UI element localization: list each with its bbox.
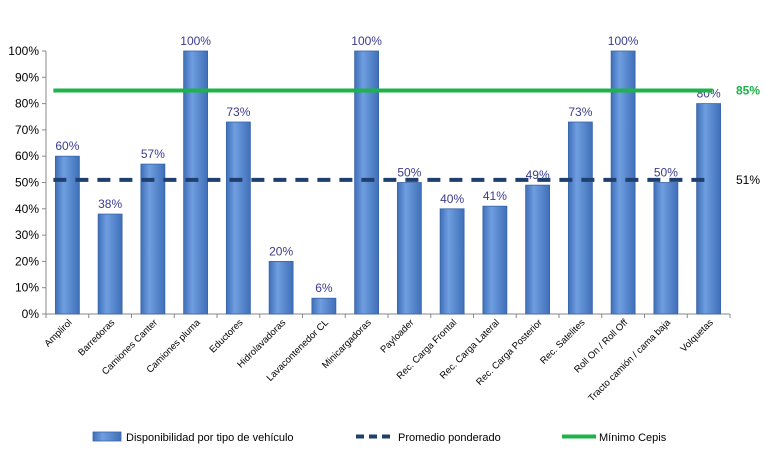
- bar-value-label: 100%: [180, 34, 211, 48]
- x-tick-label: Volquetas: [678, 317, 715, 354]
- bar-value-label: 6%: [315, 281, 333, 295]
- bar-value-label: 60%: [55, 139, 79, 153]
- y-tick-label: 50%: [15, 176, 39, 190]
- bar-value-label: 50%: [654, 166, 678, 180]
- bar: [525, 184, 551, 315]
- bar: [610, 50, 636, 315]
- bar-value-label: 100%: [351, 34, 382, 48]
- bar: [140, 163, 166, 315]
- legend: Disponibilidad por tipo de vehículo Prom…: [92, 431, 667, 444]
- legend-label-average: Promedio ponderado: [398, 432, 501, 444]
- y-tick-label: 40%: [15, 202, 39, 216]
- x-tick-label: Payloader: [378, 317, 416, 355]
- bar: [54, 155, 80, 315]
- y-tick-label: 90%: [15, 70, 39, 84]
- y-tick-label: 100%: [8, 44, 39, 58]
- bar: [696, 103, 722, 315]
- bar: [183, 50, 209, 315]
- y-tick-label: 10%: [15, 281, 39, 295]
- bar-value-label: 50%: [397, 166, 421, 180]
- bar: [354, 50, 380, 315]
- bar-value-label: 100%: [608, 34, 639, 48]
- bar-series: [54, 50, 722, 315]
- y-tick-label: 30%: [15, 228, 39, 242]
- legend-swatch-bars: [92, 431, 122, 442]
- bar-value-label: 73%: [226, 105, 250, 119]
- bar: [268, 260, 294, 315]
- reference-lines: [53, 88, 713, 182]
- bar: [311, 297, 337, 315]
- bar-value-label: 57%: [141, 147, 165, 161]
- x-tick-label: Barredoras: [76, 317, 117, 358]
- bar: [439, 208, 465, 315]
- bar-value-label: 20%: [269, 244, 293, 258]
- bar-value-label: 40%: [440, 192, 464, 206]
- x-tick-label: Amplirol: [42, 317, 74, 349]
- bar: [567, 121, 593, 315]
- x-tick-label: Eductores: [207, 317, 245, 355]
- y-tick-label: 60%: [15, 149, 39, 163]
- x-tick-label: Tracto camión / cama baja: [586, 317, 673, 404]
- bar: [653, 182, 679, 315]
- bar-value-label: 38%: [98, 197, 122, 211]
- reference-labels: 51% 85%: [736, 83, 760, 186]
- bar: [396, 182, 422, 315]
- y-tick-label: 20%: [15, 254, 39, 268]
- bar-value-label: 73%: [568, 105, 592, 119]
- y-tick-label: 70%: [15, 123, 39, 137]
- bar: [225, 121, 251, 315]
- legend-label-bars: Disponibilidad por tipo de vehículo: [126, 432, 294, 444]
- minimum-line-label: 85%: [736, 83, 760, 97]
- bar: [97, 213, 123, 315]
- y-tick-label: 0%: [22, 307, 40, 321]
- y-axis: 0% 10% 20% 30% 40% 50% 60% 70% 80% 90% 100%: [8, 44, 47, 321]
- y-tick-label: 80%: [15, 97, 39, 111]
- legend-label-minimum: Mínimo Cepis: [599, 432, 667, 444]
- bar: [482, 205, 508, 315]
- average-line-label: 51%: [736, 173, 760, 187]
- bar-value-label: 41%: [483, 189, 507, 203]
